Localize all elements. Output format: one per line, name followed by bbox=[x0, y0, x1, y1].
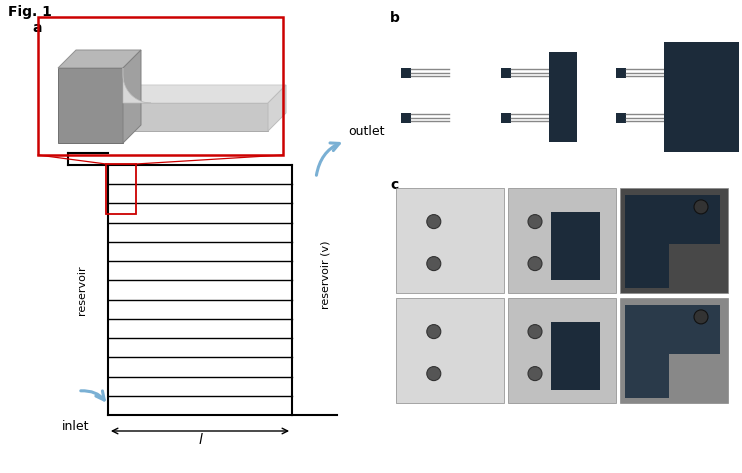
Bar bbox=[549, 52, 577, 94]
Text: reservoir (v): reservoir (v) bbox=[320, 241, 330, 309]
Bar bbox=[664, 84, 739, 152]
Bar bbox=[626, 195, 720, 288]
Bar bbox=[551, 322, 600, 390]
Bar bbox=[396, 188, 504, 293]
Bar bbox=[401, 113, 411, 123]
Polygon shape bbox=[58, 68, 123, 143]
Bar bbox=[508, 188, 616, 293]
Bar bbox=[669, 244, 720, 288]
Polygon shape bbox=[123, 85, 286, 103]
Polygon shape bbox=[123, 103, 268, 131]
Bar bbox=[38, 17, 283, 155]
Bar bbox=[501, 113, 511, 123]
Text: reservoir: reservoir bbox=[77, 265, 87, 315]
Circle shape bbox=[694, 310, 708, 324]
Text: b: b bbox=[390, 11, 400, 25]
Circle shape bbox=[427, 324, 441, 339]
Bar bbox=[396, 298, 504, 403]
Polygon shape bbox=[123, 50, 141, 143]
Text: Fig. 1: Fig. 1 bbox=[8, 5, 52, 19]
Bar bbox=[38, 17, 283, 155]
Bar bbox=[620, 298, 728, 403]
Bar bbox=[106, 164, 136, 214]
Polygon shape bbox=[58, 50, 141, 68]
Polygon shape bbox=[268, 85, 286, 131]
Bar bbox=[401, 68, 411, 78]
Bar bbox=[626, 306, 720, 398]
Circle shape bbox=[427, 256, 441, 271]
Circle shape bbox=[528, 256, 542, 271]
Circle shape bbox=[528, 367, 542, 381]
Bar bbox=[508, 298, 616, 403]
Circle shape bbox=[528, 215, 542, 228]
Text: a: a bbox=[32, 21, 42, 35]
Bar bbox=[616, 68, 626, 78]
Bar bbox=[620, 188, 728, 293]
Circle shape bbox=[528, 324, 542, 339]
Bar bbox=[669, 354, 720, 398]
Bar bbox=[551, 212, 600, 280]
Circle shape bbox=[427, 215, 441, 228]
Text: l: l bbox=[198, 433, 202, 447]
Text: c: c bbox=[390, 178, 398, 192]
Bar bbox=[616, 113, 626, 123]
Bar bbox=[549, 94, 577, 142]
Circle shape bbox=[427, 367, 441, 381]
Circle shape bbox=[694, 200, 708, 214]
Text: inlet: inlet bbox=[62, 420, 90, 433]
Bar bbox=[501, 68, 511, 78]
Bar bbox=[664, 42, 739, 104]
Polygon shape bbox=[123, 68, 151, 103]
Text: outlet: outlet bbox=[348, 125, 384, 138]
